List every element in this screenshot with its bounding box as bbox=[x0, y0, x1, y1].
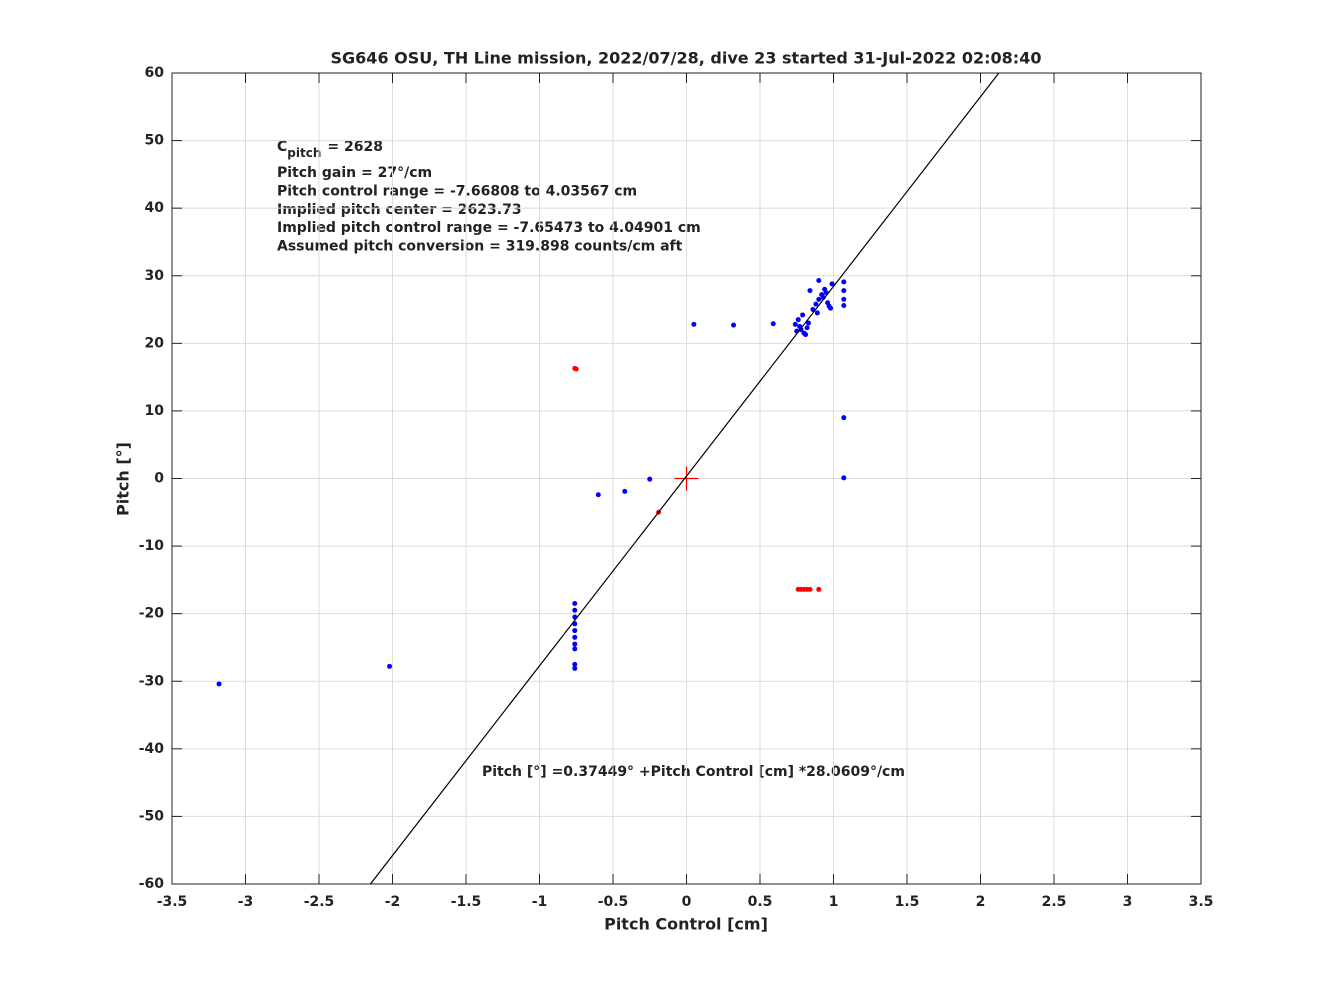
data-point bbox=[829, 281, 835, 287]
x-tick-label: -0.5 bbox=[598, 894, 629, 910]
data-point bbox=[807, 586, 813, 592]
x-tick-label: 0 bbox=[682, 894, 692, 910]
data-point bbox=[770, 321, 776, 327]
y-tick-label: -40 bbox=[139, 741, 165, 757]
cpitch-value: = 2628 bbox=[327, 139, 383, 155]
annotation: Pitch gain = 27°/cm bbox=[277, 165, 432, 181]
data-point bbox=[841, 296, 847, 302]
data-point bbox=[841, 288, 847, 294]
x-tick-label: 0.5 bbox=[748, 894, 773, 910]
annotation: Assumed pitch conversion = 319.898 count… bbox=[277, 239, 683, 255]
data-point bbox=[572, 641, 578, 647]
data-point bbox=[572, 634, 578, 640]
x-tick-label: 3.5 bbox=[1189, 894, 1214, 910]
data-point bbox=[826, 303, 832, 309]
fit-line bbox=[369, 72, 1000, 885]
x-tick-label: 2 bbox=[976, 894, 986, 910]
y-tick-label: 60 bbox=[145, 65, 165, 81]
data-point bbox=[792, 321, 798, 327]
data-point bbox=[803, 332, 809, 338]
y-tick-label: -20 bbox=[139, 606, 165, 622]
data-point bbox=[816, 586, 822, 592]
y-axis-label: Pitch [°] bbox=[114, 442, 133, 516]
data-point bbox=[595, 492, 601, 498]
cpitch-subscript: pitch bbox=[287, 146, 321, 160]
x-tick-label: -3.5 bbox=[157, 894, 188, 910]
y-tick-label: 20 bbox=[145, 335, 165, 351]
data-point bbox=[572, 607, 578, 613]
data-point bbox=[814, 310, 820, 316]
y-tick-label: 0 bbox=[154, 471, 164, 487]
data-point bbox=[622, 488, 628, 494]
annotation: Implied pitch center = 2623.73 bbox=[277, 202, 522, 218]
x-tick-label: -3 bbox=[238, 894, 254, 910]
y-tick-label: 40 bbox=[145, 200, 165, 216]
x-tick-label: 1.5 bbox=[895, 894, 920, 910]
y-tick-label: 30 bbox=[145, 268, 165, 284]
x-tick-label: -2 bbox=[385, 894, 401, 910]
data-point bbox=[572, 661, 578, 667]
data-point bbox=[841, 415, 847, 421]
x-tick-label: 1 bbox=[829, 894, 839, 910]
data-point bbox=[816, 277, 822, 283]
x-tick-label: -2.5 bbox=[304, 894, 335, 910]
x-tick-label: 2.5 bbox=[1042, 894, 1067, 910]
x-axis-label: Pitch Control [cm] bbox=[604, 915, 768, 934]
data-point bbox=[804, 325, 810, 331]
equation: Pitch [°] =0.37449° +Pitch Control [cm] … bbox=[482, 764, 905, 780]
data-point bbox=[841, 279, 847, 285]
center-marker bbox=[674, 466, 699, 491]
annotation: Pitch control range = -7.66808 to 4.0356… bbox=[277, 183, 637, 199]
y-tick-label: -30 bbox=[139, 673, 165, 689]
annotation: Implied pitch control range = -7.65473 t… bbox=[277, 220, 701, 236]
x-tick-label: 3 bbox=[1123, 894, 1133, 910]
data-point bbox=[816, 296, 822, 302]
cpitch-label: Cpitch = 2628 bbox=[277, 139, 383, 160]
y-tick-label: -10 bbox=[139, 538, 165, 554]
data-point bbox=[731, 322, 737, 328]
cpitch-symbol: C bbox=[277, 139, 287, 155]
chart-title: SG646 OSU, TH Line mission, 2022/07/28, … bbox=[331, 49, 1042, 68]
data-point bbox=[216, 681, 222, 687]
data-point bbox=[841, 302, 847, 308]
data-point bbox=[647, 476, 653, 482]
data-point bbox=[691, 321, 697, 327]
x-tick-label: -1.5 bbox=[451, 894, 482, 910]
data-point bbox=[572, 665, 578, 671]
data-point bbox=[795, 317, 801, 323]
data-point bbox=[806, 320, 812, 326]
y-tick-label: 10 bbox=[145, 403, 165, 419]
plot-frame bbox=[171, 72, 1202, 885]
data-point bbox=[572, 628, 578, 634]
data-point bbox=[572, 365, 578, 371]
data-point bbox=[807, 288, 813, 294]
y-tick-label: 50 bbox=[145, 133, 165, 149]
y-tick-label: -50 bbox=[139, 808, 165, 824]
data-point bbox=[387, 663, 393, 669]
data-point bbox=[841, 475, 847, 481]
x-tick-label: -1 bbox=[532, 894, 548, 910]
data-point bbox=[572, 646, 578, 652]
data-point bbox=[572, 601, 578, 607]
data-point bbox=[813, 301, 819, 307]
y-tick-label: -60 bbox=[139, 876, 165, 892]
data-point bbox=[800, 312, 806, 318]
